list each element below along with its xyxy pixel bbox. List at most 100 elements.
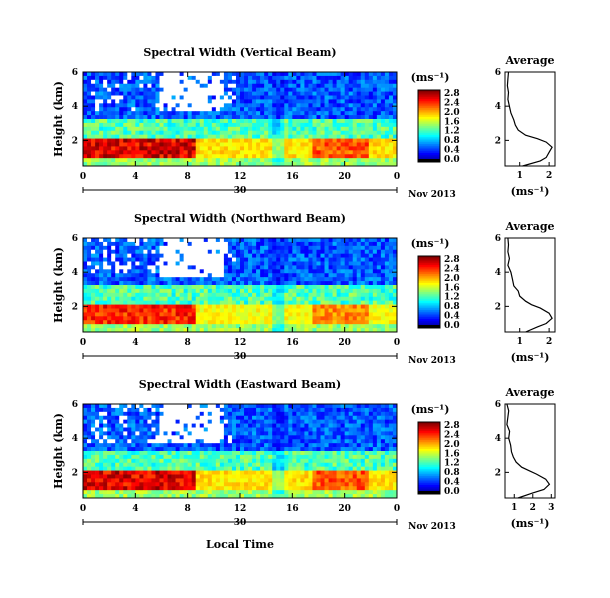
heatmap-cell	[304, 308, 309, 313]
heatmap-cell	[388, 265, 394, 270]
heatmap-cell	[131, 328, 136, 333]
heatmap-cell	[256, 277, 261, 282]
heatmap-cell	[272, 404, 277, 409]
heatmap-cell	[276, 130, 281, 135]
y-tick-label: 2	[72, 136, 78, 146]
heatmap-cell	[115, 75, 120, 81]
heatmap-cell	[235, 257, 241, 262]
heatmap-cell	[211, 411, 217, 417]
heatmap-cell	[83, 285, 88, 290]
heatmap-cell	[107, 130, 112, 135]
heatmap-cell	[252, 158, 257, 163]
heatmap-cell	[372, 269, 378, 274]
heatmap-cell	[123, 324, 128, 329]
heatmap-cell	[91, 407, 96, 413]
heatmap-cell	[284, 324, 289, 329]
heatmap-cell	[356, 249, 362, 254]
heatmap-cell	[304, 142, 309, 147]
heatmap-cell	[135, 300, 140, 305]
heatmap-cell	[348, 119, 354, 124]
avg-y-tick-label: 4	[495, 268, 501, 278]
heatmap-cell	[199, 269, 205, 274]
colorbar-segment	[418, 122, 440, 125]
heatmap-cell	[364, 241, 370, 247]
heatmap-cell	[107, 454, 112, 460]
heatmap-cell	[235, 324, 241, 329]
heatmap-cell	[360, 304, 366, 309]
heatmap-cell	[107, 241, 112, 247]
heatmap-cell	[199, 261, 205, 266]
heatmap-cell	[244, 304, 249, 309]
heatmap-cell	[332, 443, 337, 448]
heatmap-cell	[312, 431, 317, 436]
heatmap-cell	[235, 253, 241, 258]
heatmap-cell	[215, 404, 221, 409]
heatmap-cell	[155, 119, 160, 124]
heatmap-cell	[99, 454, 104, 460]
heatmap-cell	[147, 431, 152, 436]
heatmap-cell	[187, 404, 192, 409]
heatmap-cell	[223, 312, 229, 317]
heatmap-cell	[352, 285, 358, 290]
heatmap-cell	[183, 126, 188, 132]
heatmap-cell	[215, 122, 221, 128]
heatmap-cell	[268, 435, 273, 440]
heatmap-cell	[264, 300, 269, 305]
heatmap-cell	[215, 415, 221, 420]
heatmap-cell	[195, 134, 201, 139]
heatmap-cell	[203, 79, 209, 85]
heatmap-cell	[368, 95, 374, 100]
heatmap-cell	[324, 91, 329, 96]
heatmap-cell	[223, 75, 229, 81]
heatmap-cell	[219, 103, 225, 108]
heatmap-cell	[91, 419, 96, 424]
heatmap-cell	[256, 269, 261, 274]
heatmap-cell	[175, 328, 180, 333]
heatmap-cell	[207, 411, 213, 417]
heatmap-cell	[211, 154, 217, 159]
heatmap-cell	[308, 257, 313, 262]
heatmap-cell	[324, 316, 329, 321]
heatmap-cell	[119, 265, 124, 270]
heatmap-cell	[135, 95, 140, 100]
heatmap-cell	[163, 87, 168, 92]
heatmap-cell	[223, 451, 229, 456]
heatmap-cell	[95, 150, 100, 155]
heatmap-cell	[115, 273, 120, 278]
heatmap-cell	[336, 158, 341, 163]
heatmap-cell	[324, 300, 329, 305]
heatmap-cell	[300, 427, 305, 432]
heatmap-cell	[308, 288, 313, 294]
heatmap-cell	[340, 75, 345, 81]
heatmap-cell	[223, 296, 229, 301]
heatmap-cell	[372, 451, 378, 456]
colorbar-segment	[418, 275, 440, 278]
heatmap-cell	[91, 134, 96, 139]
heatmap-cell	[187, 95, 192, 100]
heatmap-cell	[344, 134, 349, 139]
heatmap-cell	[119, 146, 124, 151]
heatmap-cell	[111, 404, 116, 409]
heatmap-cell	[175, 411, 180, 417]
heatmap-cell	[143, 308, 148, 313]
heatmap-cell	[159, 407, 164, 413]
heatmap-cell	[99, 304, 104, 309]
heatmap-cell	[179, 281, 184, 286]
heatmap-cell	[384, 431, 390, 436]
heatmap-cell	[376, 99, 382, 104]
heatmap-cell	[107, 158, 112, 163]
heatmap-cell	[300, 288, 305, 294]
heatmap-cell	[340, 241, 345, 247]
heatmap-cell	[368, 411, 374, 417]
heatmap-cell	[380, 253, 386, 258]
heatmap-cell	[368, 241, 374, 247]
heatmap-cell	[99, 241, 104, 247]
heatmap-cell	[332, 95, 337, 100]
heatmap-cell	[240, 439, 245, 444]
heatmap-cells	[83, 404, 398, 499]
heatmap-cell	[123, 245, 128, 251]
heatmap-cell	[219, 122, 225, 128]
heatmap-cell	[179, 162, 184, 167]
heatmap-cell	[171, 296, 176, 301]
heatmap-cell	[191, 146, 197, 151]
